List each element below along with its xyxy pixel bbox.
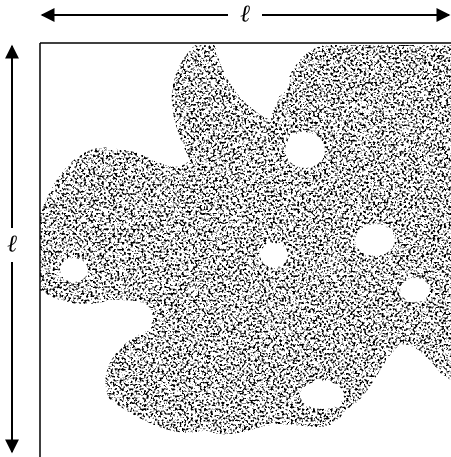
diagram: ℓ ℓ [0, 0, 451, 457]
percolation-cluster [40, 43, 451, 457]
height-label: ℓ [7, 230, 17, 258]
width-label: ℓ [240, 0, 250, 28]
cluster-layer [40, 43, 451, 457]
